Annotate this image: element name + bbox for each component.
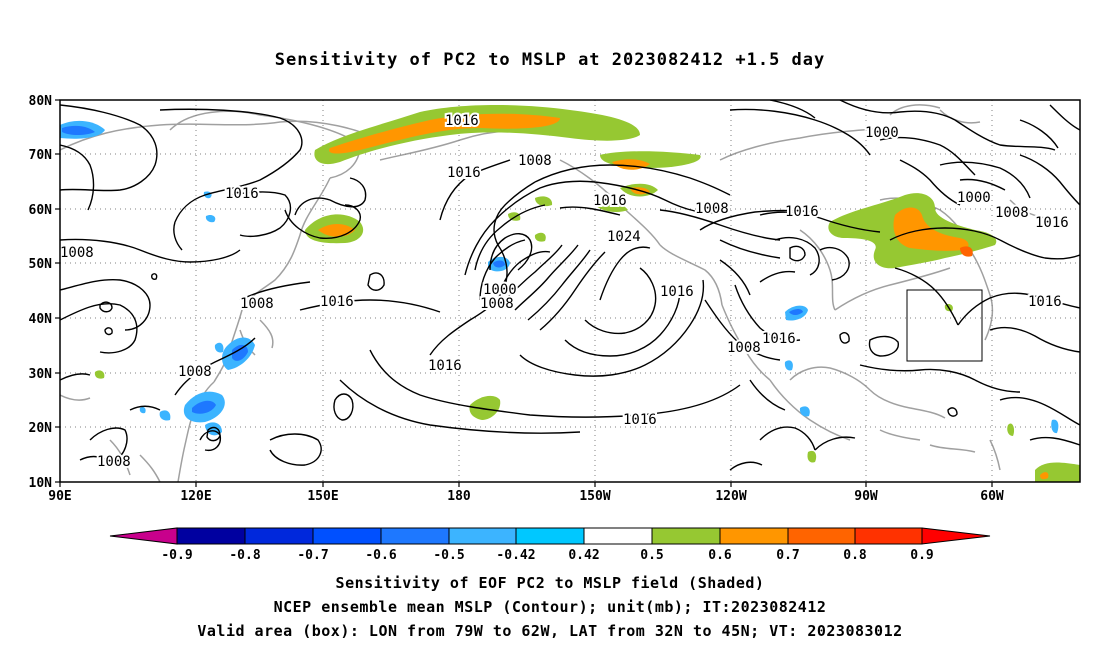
colorbar-label: 0.42 [568, 548, 599, 563]
contour-label: 1016 [660, 284, 694, 300]
colorbar-label: -0.6 [365, 548, 396, 563]
valid-area-box [906, 289, 983, 362]
contour-label: 1000 [957, 190, 991, 206]
contour-label: 1016 [762, 331, 796, 347]
contour-label: 1000 [483, 282, 517, 298]
lat-label: 50N [29, 257, 53, 272]
contour-label: 1008 [995, 205, 1029, 221]
colorbar-label: -0.9 [161, 548, 192, 563]
colorbar-segment [244, 527, 314, 545]
colorbar-labels: -0.9 -0.8 -0.7 -0.6 -0.5 -0.42 0.42 0.5 … [161, 548, 933, 563]
contour-labels: 1016 1016 1008 1000 1016 1016 1008 1016 … [60, 111, 1071, 472]
contour-label: 1016 [785, 204, 819, 220]
lon-label: 120E [180, 489, 211, 504]
lat-label: 80N [29, 94, 53, 109]
latitude-axis: 80N 70N 60N 50N 40N 30N 20N 10N [29, 94, 53, 491]
colorbar-label: 0.9 [910, 548, 933, 563]
contour-label: 1008 [480, 296, 514, 312]
colorbar-label: 0.6 [708, 548, 732, 563]
lat-label: 40N [29, 312, 53, 327]
contour-label: 1008 [727, 340, 761, 356]
contour-label: 1016 [428, 358, 462, 374]
contour-label: 1008 [60, 245, 94, 261]
colorbar-segment [312, 527, 382, 545]
colorbar-segment [515, 527, 585, 545]
contour-label: 1008 [97, 454, 131, 470]
lat-label: 20N [29, 421, 53, 436]
grid-lines [60, 100, 1080, 482]
colorbar [109, 527, 991, 545]
colorbar-segment [176, 527, 246, 545]
contour-label: 1008 [518, 153, 552, 169]
contour-label: 1016 [225, 186, 259, 202]
colorbar-label: -0.7 [297, 548, 328, 563]
lon-label: 150E [307, 489, 338, 504]
colorbar-segment [651, 527, 721, 545]
mslp-contours [60, 100, 1080, 471]
colorbar-segment [448, 527, 517, 545]
lon-label: 90W [854, 489, 878, 504]
colorbar-label: -0.8 [229, 548, 260, 563]
lat-label: 60N [29, 203, 53, 218]
contour-label: 1008 [695, 201, 729, 217]
lon-label: 60W [980, 489, 1004, 504]
colorbar-segment [719, 527, 789, 545]
contour-label: 1016 [1028, 294, 1062, 310]
colorbar-segment [583, 527, 653, 545]
lon-label: 180 [447, 489, 471, 504]
lon-label: 150W [579, 489, 610, 504]
contour-label: 1000 [865, 125, 899, 141]
contour-label: 1016 [447, 165, 481, 181]
contour-label: 1008 [178, 364, 212, 380]
footer-line-1: Sensitivity of EOF PC2 to MSLP field (Sh… [335, 574, 765, 592]
contour-label: 1016 [623, 412, 657, 428]
longitude-axis: 90E 120E 150E 180 150W 120W 90W 60W [48, 489, 1004, 504]
colorbar-segment [109, 527, 178, 545]
lat-label: 70N [29, 148, 53, 163]
colorbar-label: 0.7 [776, 548, 799, 563]
colorbar-segment [921, 527, 991, 545]
contour-label: 1016 [445, 113, 479, 129]
lon-label: 120W [715, 489, 746, 504]
colorbar-label: 0.8 [843, 548, 867, 563]
colorbar-segment [854, 527, 923, 545]
contour-label: 1016 [1035, 215, 1069, 231]
footer-line-2: NCEP ensemble mean MSLP (Contour); unit(… [273, 598, 827, 616]
colorbar-label: -0.42 [496, 548, 535, 563]
contour-label: 1024 [607, 229, 641, 245]
contour-label: 1016 [593, 193, 627, 209]
map-title: Sensitivity of PC2 to MSLP at 2023082412… [274, 50, 826, 70]
lat-label: 30N [29, 367, 53, 382]
lat-label: 10N [29, 476, 53, 491]
colorbar-label: -0.5 [433, 548, 464, 563]
axis-ticks [55, 99, 993, 487]
contour-label: 1016 [320, 294, 354, 310]
contour-label: 1008 [240, 296, 274, 312]
colorbar-segment [787, 527, 856, 545]
lon-label: 90E [48, 489, 71, 504]
colorbar-label: 0.5 [640, 548, 663, 563]
colorbar-segment [380, 527, 450, 545]
footer-line-3: Valid area (box): LON from 79W to 62W, L… [197, 622, 903, 640]
plot-area [60, 100, 1080, 482]
